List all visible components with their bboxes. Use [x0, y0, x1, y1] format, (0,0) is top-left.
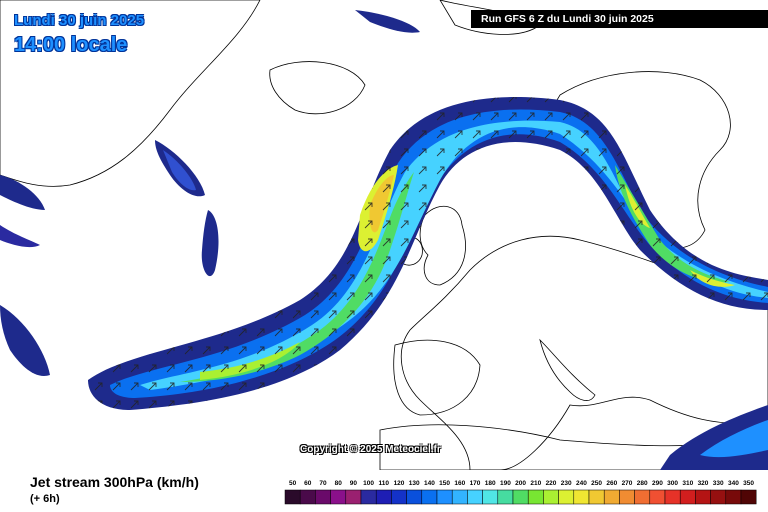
legend-value-label: 210 — [530, 480, 541, 487]
legend-color-swatch — [527, 489, 544, 505]
legend-value-label: 350 — [743, 480, 754, 487]
jet-patch-se-inner — [700, 420, 768, 458]
legend-color-swatch — [284, 489, 301, 505]
legend-color-swatch — [543, 489, 559, 505]
legend-value-label: 330 — [713, 480, 724, 487]
legend-color-swatch — [695, 489, 711, 505]
iberia-outline — [393, 339, 481, 416]
legend-color-swatch — [603, 489, 620, 505]
legend-value-label: 80 — [335, 480, 343, 487]
legend-value-label: 340 — [728, 480, 739, 487]
legend-value-label: 290 — [652, 480, 663, 487]
legend-color-swatch — [725, 489, 742, 505]
legend-color-swatch — [497, 489, 514, 505]
legend-value-label: 130 — [409, 480, 420, 487]
legend-color-swatch — [467, 489, 483, 505]
forecast-offset: (+ 6h) — [30, 493, 60, 505]
map-panel: Lundi 30 juin 2025 14:00 locale Run GFS … — [0, 0, 768, 470]
legend-value-label: 50 — [289, 480, 297, 487]
legend-color-swatch — [679, 489, 696, 505]
legend-value-label: 70 — [319, 480, 327, 487]
legend-value-label: 230 — [561, 480, 572, 487]
legend-color-swatch — [299, 489, 316, 505]
legend-value-label: 100 — [363, 480, 374, 487]
minor-jet-patches — [0, 10, 768, 470]
legend-color-swatch — [740, 489, 757, 505]
legend-value-label: 160 — [454, 480, 465, 487]
legend-color-swatch — [421, 489, 438, 505]
legend-color-swatch — [436, 489, 453, 505]
color-scale-legend: 50 60 70 80 90 100 110 120 130 140 150 160 170 180 190… — [284, 480, 757, 505]
legend-value-label: 250 — [591, 480, 602, 487]
jet-patch-south-greenland — [201, 210, 219, 277]
legend-color-swatch — [664, 489, 681, 505]
forecast-local-time: 14:00 locale — [14, 34, 128, 56]
legend-value-label: 320 — [698, 480, 709, 487]
legend-value-label: 120 — [394, 480, 405, 487]
legend-value-label: 180 — [485, 480, 496, 487]
legend-value-label: 110 — [379, 480, 390, 487]
jet-stream-map — [0, 0, 768, 470]
legend-color-swatch — [573, 489, 590, 505]
legend-color-swatch — [345, 489, 362, 505]
legend-color-swatch — [315, 489, 331, 505]
legend-color-swatch — [558, 489, 575, 505]
jet-patch-west — [0, 305, 50, 376]
legend-value-label: 280 — [637, 480, 648, 487]
legend-color-swatch — [391, 489, 407, 505]
legend-color-swatch — [588, 489, 605, 505]
legend-value-label: 200 — [515, 480, 526, 487]
legend-value-label: 260 — [606, 480, 617, 487]
legend-color-swatch — [634, 489, 651, 505]
legend-value-label: 190 — [500, 480, 511, 487]
legend-value-label: 270 — [622, 480, 633, 487]
copyright-text: Copyright © 2025 Meteociel.fr — [300, 444, 441, 455]
jet-patch-mid — [0, 225, 40, 248]
legend-value-label: 170 — [470, 480, 481, 487]
legend-color-swatch — [649, 489, 666, 505]
legend-color-swatch — [360, 489, 377, 505]
italy-outline — [539, 338, 596, 401]
greenland-outline — [0, 0, 261, 187]
legend-value-label: 240 — [576, 480, 587, 487]
europe-outline — [400, 235, 768, 470]
main-jet-stream — [88, 97, 768, 410]
jet-patch-north — [355, 10, 420, 33]
chart-title: Jet stream 300hPa (km/h) — [30, 474, 199, 490]
british-isles-outline — [419, 205, 466, 286]
legend-value-label: 90 — [350, 480, 358, 487]
jet-patch-top-left — [0, 175, 45, 210]
legend-color-swatch — [330, 489, 347, 505]
legend-color-swatch — [375, 489, 392, 505]
jet-patch-greenland-inner — [163, 150, 196, 191]
run-banner: Run GFS 6 Z du Lundi 30 juin 2025 — [471, 10, 768, 28]
legend-color-swatch — [406, 489, 423, 505]
legend-color-swatch — [710, 489, 727, 505]
forecast-date: Lundi 30 juin 2025 — [14, 12, 145, 29]
legend-color-swatch — [451, 489, 468, 505]
legend-value-label: 300 — [667, 480, 678, 487]
legend-value-label: 150 — [439, 480, 450, 487]
legend-color-swatch — [512, 489, 529, 505]
iceland-outline — [269, 61, 366, 115]
legend-value-label: 140 — [424, 480, 435, 487]
legend-value-label: 220 — [546, 480, 557, 487]
legend-color-swatch — [482, 489, 499, 505]
legend-value-label: 60 — [304, 480, 312, 487]
wind-arrows — [88, 97, 768, 410]
legend-color-swatch — [619, 489, 635, 505]
legend-value-label: 310 — [682, 480, 693, 487]
